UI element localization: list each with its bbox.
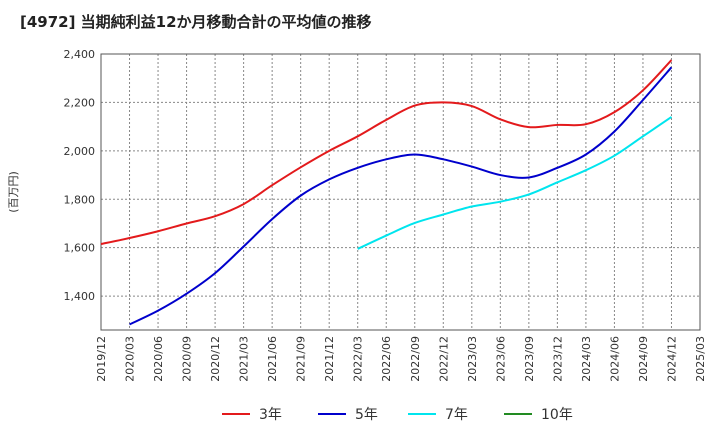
x-tick-label: 2022/12 <box>437 336 450 382</box>
x-tick-label: 2024/03 <box>580 336 593 382</box>
x-tick-label: 2022/09 <box>409 336 422 382</box>
series-lines <box>100 59 673 326</box>
x-tick-label: 2019/12 <box>95 336 108 382</box>
x-tick-label: 2021/03 <box>238 336 251 382</box>
x-tick-label: 2022/06 <box>380 336 393 382</box>
y-axis-label: (百万円) <box>7 171 20 213</box>
y-tick-label: 2,200 <box>64 96 96 109</box>
series-line-7年 <box>357 116 673 250</box>
legend-label: 7年 <box>445 407 468 423</box>
series-line-5年 <box>129 66 673 326</box>
x-tick-label: 2020/12 <box>209 336 222 382</box>
x-tick-label: 2023/03 <box>466 336 479 382</box>
x-tick-label: 2020/09 <box>181 336 194 382</box>
x-tick-label: 2020/06 <box>152 336 165 382</box>
x-tick-label: 2024/06 <box>608 336 621 382</box>
x-axis-ticks: 2019/12 2020/03 2020/06 2020/09 2020/12 2021/… <box>95 336 707 382</box>
x-tick-label: 2021/09 <box>295 336 308 382</box>
legend-label: 5年 <box>355 407 378 423</box>
legend-label: 10年 <box>541 407 573 423</box>
legend-label: 3年 <box>259 407 282 423</box>
grid <box>100 53 701 330</box>
x-tick-label: 2023/12 <box>551 336 564 382</box>
legend: 3年 5年 7年 10年 <box>222 407 573 423</box>
x-tick-label: 2025/03 <box>694 336 707 382</box>
x-tick-label: 2021/06 <box>266 336 279 382</box>
series-line-3年 <box>100 59 673 246</box>
x-tick-label: 2024/09 <box>637 336 650 382</box>
x-tick-label: 2020/03 <box>124 336 137 382</box>
y-axis-ticks: 1,400 1,600 1,800 2,000 2,200 2,400 <box>64 48 96 303</box>
x-tick-label: 2023/09 <box>523 336 536 382</box>
y-tick-label: 1,800 <box>64 193 96 206</box>
x-tick-label: 2023/06 <box>494 336 507 382</box>
y-tick-label: 2,400 <box>64 48 96 61</box>
y-tick-label: 1,600 <box>64 242 96 255</box>
x-tick-label: 2024/12 <box>665 336 678 382</box>
y-tick-label: 2,000 <box>64 145 96 158</box>
plot-frame <box>100 53 701 331</box>
chart-title: [4972] 当期純利益12か月移動合計の平均値の推移 <box>20 13 372 31</box>
x-tick-label: 2022/03 <box>352 336 365 382</box>
x-tick-label: 2021/12 <box>323 336 336 382</box>
y-tick-label: 1,400 <box>64 290 96 303</box>
